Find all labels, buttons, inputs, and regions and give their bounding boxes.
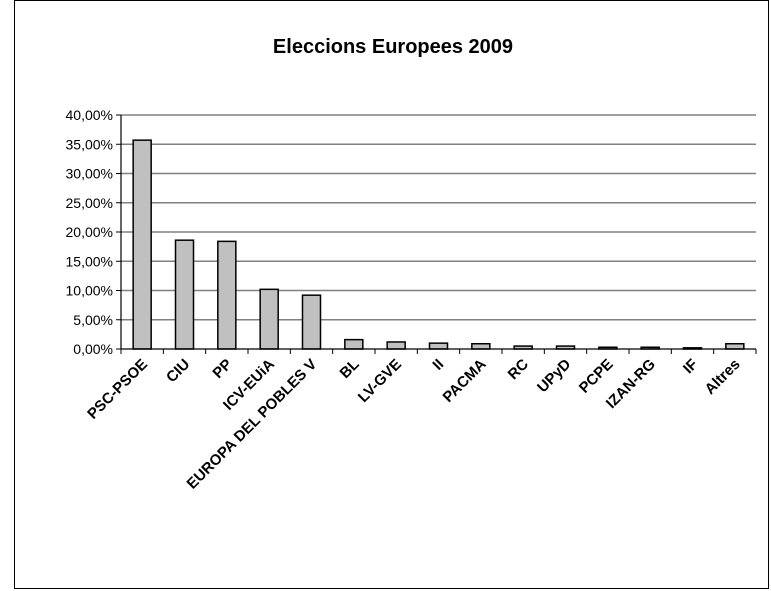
bar [386, 341, 406, 350]
y-tick-label: 0,00% [73, 341, 113, 357]
y-tick-label: 25,00% [66, 195, 113, 211]
x-tick-label: II [429, 356, 447, 374]
bar [217, 240, 237, 350]
y-tick-label: 20,00% [66, 224, 113, 240]
y-tick-label: 30,00% [66, 166, 113, 182]
bar [174, 239, 195, 350]
y-tick-label: 10,00% [66, 283, 113, 299]
gridlines [121, 114, 756, 321]
y-tick-label: 15,00% [66, 253, 113, 269]
x-tick-label: UPyD [534, 356, 574, 396]
bar [259, 288, 279, 350]
bar [301, 294, 322, 350]
bar [428, 342, 449, 350]
x-tick-label: PACMA [440, 356, 490, 406]
y-tick-label: 5,00% [73, 312, 113, 328]
y-tick-label: 35,00% [66, 136, 113, 152]
chart-frame: Eleccions Europees 2009 0,00% 5,00% 10,00%… [14, 0, 769, 589]
bar [725, 342, 745, 350]
x-tick-label: IF [680, 356, 701, 377]
y-tick-labels: 0,00% 5,00% 10,00% 15,00% 20,00% 25,00% 30,00%… [66, 107, 113, 357]
x-tick-label: PP [209, 356, 235, 382]
x-tick-label: Altres [702, 356, 744, 398]
axes [116, 114, 757, 354]
x-tick-label: BL [336, 356, 362, 382]
x-tick-label: PCPE [576, 356, 617, 397]
y-tick-label: 40,00% [66, 107, 113, 123]
chart-title: Eleccions Europees 2009 [273, 36, 513, 58]
bar [132, 139, 152, 350]
x-tick-label: PSC-PSOE [84, 356, 151, 423]
x-tick-label: RC [505, 356, 532, 383]
bar-chart: Eleccions Europees 2009 0,00% 5,00% 10,00%… [66, 36, 757, 493]
bars [132, 139, 745, 350]
x-tick-label: LV-GVE [355, 356, 405, 406]
x-tick-label: CIU [163, 356, 193, 386]
bar [471, 342, 491, 350]
bar [344, 338, 364, 350]
